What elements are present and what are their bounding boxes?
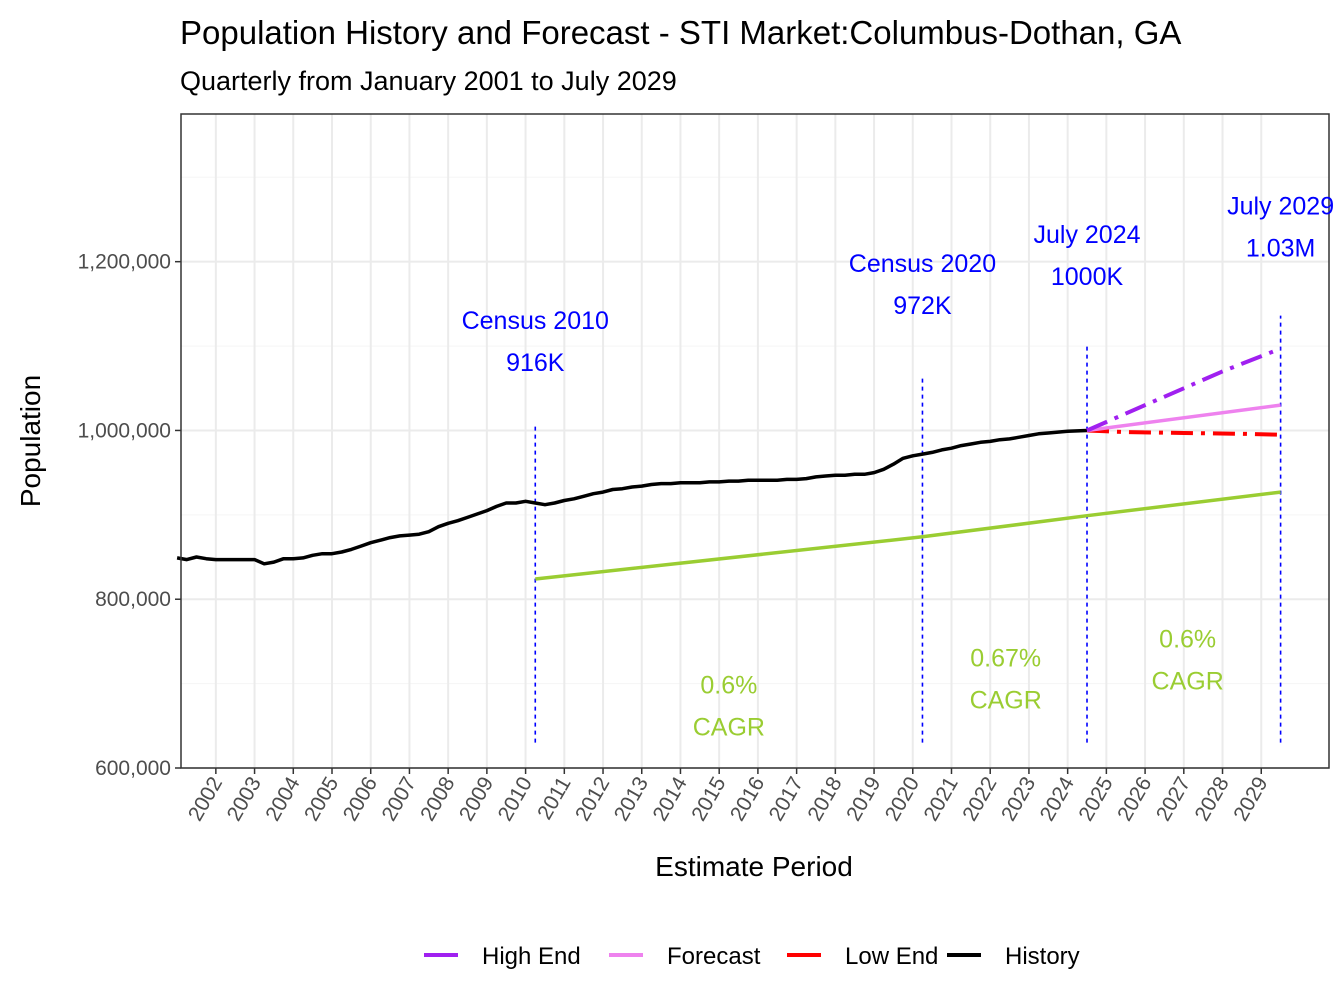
- series-line-forecast: [1086, 403, 1281, 433]
- annotation-label: Census 2020 972K: [849, 250, 996, 320]
- annotation-line: Census 2020: [849, 250, 996, 278]
- x-tick-label: 2006: [339, 773, 382, 825]
- y-tick-label: 1,000,000: [78, 419, 171, 442]
- annotation-line: CAGR: [693, 714, 765, 742]
- annotation-line: Census 2010: [462, 307, 609, 335]
- series-line-low-end: [1086, 428, 1281, 437]
- x-axis: 2002200320042005200620072008200920102011…: [184, 768, 1273, 825]
- x-tick-label: 2011: [533, 773, 576, 824]
- annotation-line: 1000K: [1051, 263, 1124, 291]
- x-tick-label: 2002: [184, 773, 227, 825]
- x-tick-label: 2025: [1074, 773, 1117, 825]
- y-axis-title: Population: [15, 375, 46, 507]
- x-tick-label: 2004: [261, 773, 304, 825]
- annotations: Census 2010 916K Census 2020 972K July 2024 1…: [462, 192, 1335, 741]
- annotation-label: 0.67% CAGR: [970, 645, 1042, 715]
- annotation-line: July 2029: [1227, 192, 1334, 220]
- annotation-line: CAGR: [970, 687, 1042, 715]
- x-tick-label: 2026: [1113, 773, 1156, 825]
- series-line-cagr: [535, 490, 1281, 581]
- x-tick-label: 2007: [377, 773, 420, 825]
- x-tick-label: 2024: [1036, 773, 1079, 825]
- x-tick-label: 2018: [803, 773, 846, 825]
- y-axis: 600,000 800,000 1,000,000 1,200,000: [78, 251, 181, 780]
- y-tick-label: 800,000: [95, 588, 171, 611]
- annotation-line: 0.6%: [700, 672, 757, 700]
- annotation-line: 972K: [893, 292, 952, 320]
- x-tick-label: 2028: [1191, 773, 1234, 825]
- series-lines: [176, 346, 1282, 581]
- reference-lines: [534, 315, 1282, 743]
- annotation-label: July 2029 1.03M: [1227, 192, 1334, 262]
- x-tick-label: 2017: [765, 773, 808, 825]
- y-tick-label: 1,200,000: [78, 251, 171, 274]
- x-tick-label: 2029: [1229, 773, 1272, 825]
- x-tick-label: 2010: [494, 773, 537, 825]
- series-line-high-end: [1086, 346, 1282, 433]
- x-tick-label: 2003: [223, 773, 266, 825]
- grid: [181, 114, 1329, 769]
- x-tick-label: 2027: [1152, 773, 1195, 825]
- annotation-label: July 2024 1000K: [1033, 221, 1140, 291]
- y-tick-label: 600,000: [95, 757, 171, 780]
- chart-subtitle: Quarterly from January 2001 to July 2029: [180, 66, 677, 96]
- legend-label: History: [1005, 943, 1080, 970]
- x-tick-label: 2021: [920, 773, 963, 825]
- x-tick-label: 2009: [455, 773, 498, 825]
- x-tick-label: 2013: [610, 773, 653, 825]
- chart-title: Population History and Forecast - STI Ma…: [180, 14, 1181, 51]
- x-tick-label: 2008: [416, 773, 459, 825]
- annotation-line: CAGR: [1152, 667, 1224, 695]
- x-tick-label: 2012: [571, 773, 614, 825]
- annotation-line: 0.67%: [970, 645, 1041, 673]
- annotation-line: July 2024: [1033, 221, 1140, 249]
- annotation-label: Census 2010 916K: [462, 307, 609, 377]
- annotation-line: 916K: [506, 349, 565, 377]
- series-line-history: [176, 428, 1088, 566]
- annotation-line: 1.03M: [1246, 234, 1315, 262]
- legend-label: Low End: [845, 943, 938, 970]
- legend-label: Forecast: [667, 943, 761, 970]
- x-tick-label: 2020: [881, 773, 924, 825]
- annotation-line: 0.6%: [1159, 625, 1216, 653]
- x-tick-label: 2023: [997, 773, 1040, 825]
- x-tick-label: 2015: [687, 773, 730, 825]
- x-tick-label: 2022: [958, 773, 1001, 825]
- legend-label: High End: [482, 943, 581, 970]
- x-tick-label: 2005: [300, 773, 343, 825]
- x-tick-label: 2016: [726, 773, 769, 825]
- annotation-label: 0.6% CAGR: [693, 672, 765, 742]
- x-tick-label: 2014: [649, 773, 692, 825]
- x-axis-title: Estimate Period: [655, 851, 853, 882]
- annotation-label: 0.6% CAGR: [1152, 625, 1224, 695]
- x-tick-label: 2019: [842, 773, 885, 825]
- legend: High End Forecast Low End History: [424, 943, 1080, 970]
- plot-panel: [180, 113, 1330, 769]
